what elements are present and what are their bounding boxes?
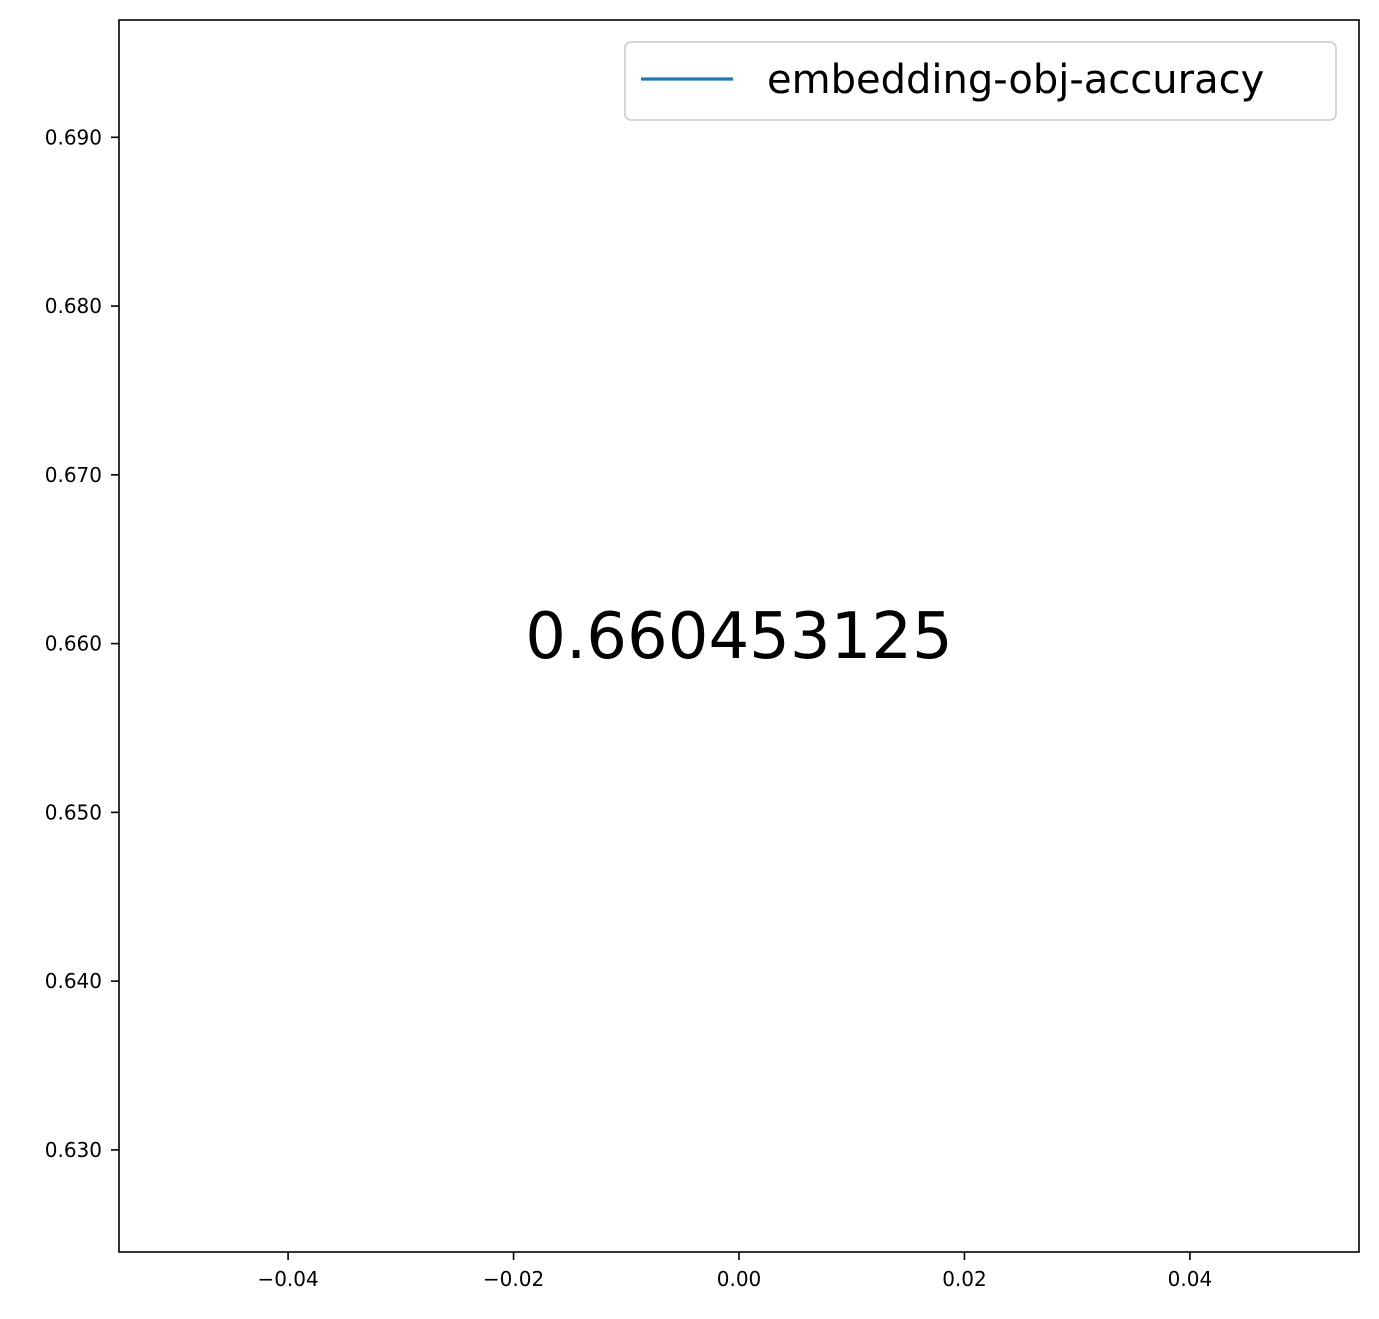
x-tick-label: 0.04 (1168, 1267, 1213, 1291)
y-tick-label: 0.640 (45, 969, 102, 993)
x-tick-label: 0.02 (942, 1267, 987, 1291)
legend: embedding-obj-accuracy (624, 41, 1337, 121)
y-axis-ticks: 0.630 0.640 0.650 0.660 0.670 0.680 0.690 (45, 125, 119, 1162)
y-tick-label: 0.690 (45, 125, 102, 149)
y-tick-label: 0.660 (45, 632, 102, 656)
plot-frame (118, 19, 1360, 1253)
plot-background (119, 20, 1359, 1252)
x-tick-label: −0.04 (257, 1267, 318, 1291)
legend-box (624, 41, 1337, 121)
x-tick-label: 0.00 (717, 1267, 762, 1291)
value-annotation: 0.660453125 (525, 600, 953, 674)
x-tick-label: −0.02 (483, 1267, 544, 1291)
x-axis-ticks: −0.04 −0.02 0.00 0.02 0.04 (257, 1252, 1212, 1291)
legend-label: embedding-obj-accuracy (767, 57, 1264, 103)
y-tick-label: 0.670 (45, 463, 102, 487)
y-tick-label: 0.630 (45, 1138, 102, 1162)
y-tick-label: 0.680 (45, 294, 102, 318)
y-tick-label: 0.650 (45, 800, 102, 824)
